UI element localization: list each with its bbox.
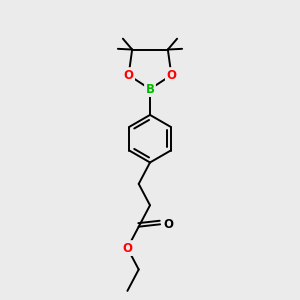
Text: O: O [167, 69, 176, 82]
Text: O: O [163, 218, 173, 231]
Text: B: B [146, 82, 154, 96]
Text: O: O [122, 242, 132, 255]
Text: O: O [124, 69, 134, 82]
